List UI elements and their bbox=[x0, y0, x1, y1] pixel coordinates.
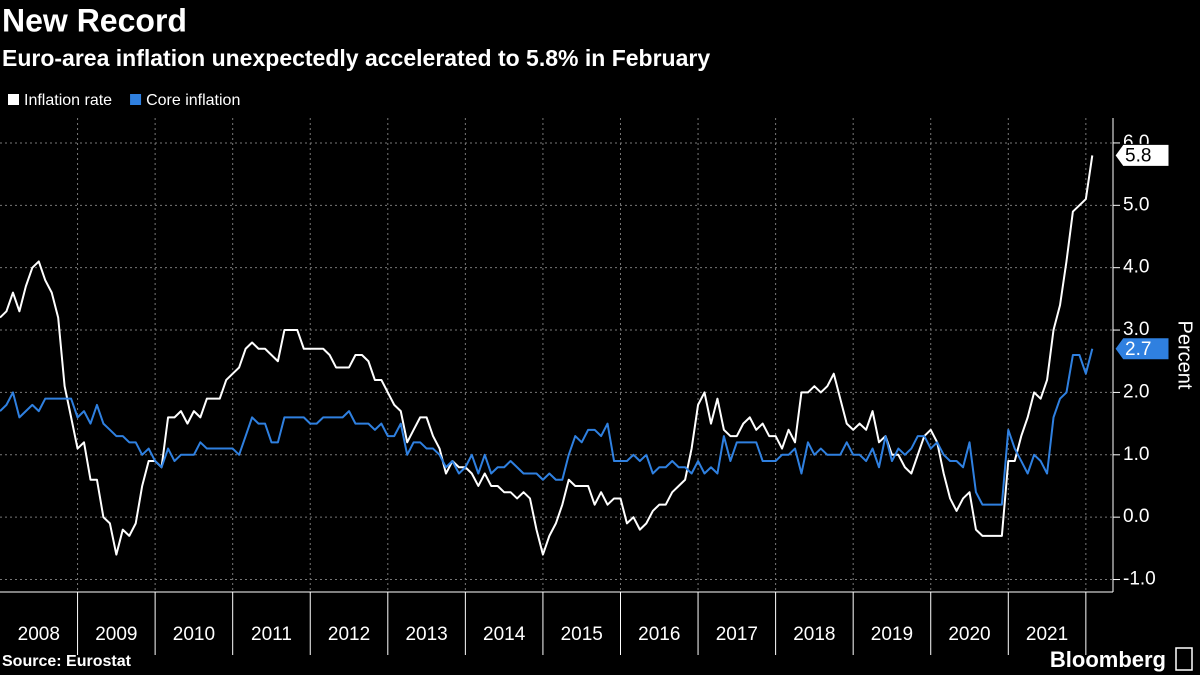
x-tick-label: 2021 bbox=[1026, 624, 1068, 645]
source: Source: Eurostat bbox=[2, 653, 132, 670]
x-tick-label: 2020 bbox=[948, 624, 990, 645]
x-tick-label: 2012 bbox=[328, 624, 370, 645]
x-tick-label: 2018 bbox=[793, 624, 835, 645]
data-line bbox=[0, 348, 1094, 506]
chart-subtitle: Euro-area inflation unexpectedly acceler… bbox=[2, 45, 710, 71]
legend-swatch bbox=[8, 94, 19, 105]
x-tick-label: 2016 bbox=[638, 624, 680, 645]
legend-label: Core inflation bbox=[146, 92, 240, 109]
x-tick-label: 2013 bbox=[405, 624, 447, 645]
x-tick-label: 2009 bbox=[95, 624, 137, 645]
x-tick-label: 2017 bbox=[716, 624, 758, 645]
legend-label: Inflation rate bbox=[24, 92, 112, 109]
x-tick-label: 2019 bbox=[871, 624, 913, 645]
x-tick-label: 2008 bbox=[18, 624, 60, 645]
end-value-tag: 2.7 bbox=[1114, 337, 1170, 361]
brand-icon bbox=[1175, 647, 1193, 671]
x-tick-label: 2011 bbox=[251, 624, 292, 645]
brand: Bloomberg bbox=[1050, 647, 1166, 672]
y-tick-label: -1.0 bbox=[1123, 569, 1156, 590]
end-value-tag: 5.8 bbox=[1114, 143, 1170, 167]
y-tick-label: 5.0 bbox=[1123, 194, 1149, 215]
data-line bbox=[0, 155, 1094, 556]
y-tick-label: 4.0 bbox=[1123, 257, 1149, 278]
x-tick-label: 2015 bbox=[561, 624, 603, 645]
y-tick-label: 2.0 bbox=[1123, 381, 1149, 402]
x-tick-label: 2014 bbox=[483, 624, 526, 645]
end-value-label: 5.8 bbox=[1125, 145, 1151, 166]
legend-swatch bbox=[130, 94, 142, 105]
y-axis-title: Percent bbox=[1174, 321, 1196, 390]
end-value-box bbox=[1114, 143, 1170, 167]
end-value-label: 2.7 bbox=[1125, 339, 1151, 360]
end-value-box bbox=[1114, 337, 1170, 361]
y-tick-label: 1.0 bbox=[1123, 444, 1149, 465]
x-tick-label: 2010 bbox=[173, 624, 215, 645]
y-tick-label: 0.0 bbox=[1123, 506, 1149, 527]
y-tick-label: 3.0 bbox=[1123, 319, 1149, 340]
chart-title: New Record bbox=[2, 2, 187, 38]
